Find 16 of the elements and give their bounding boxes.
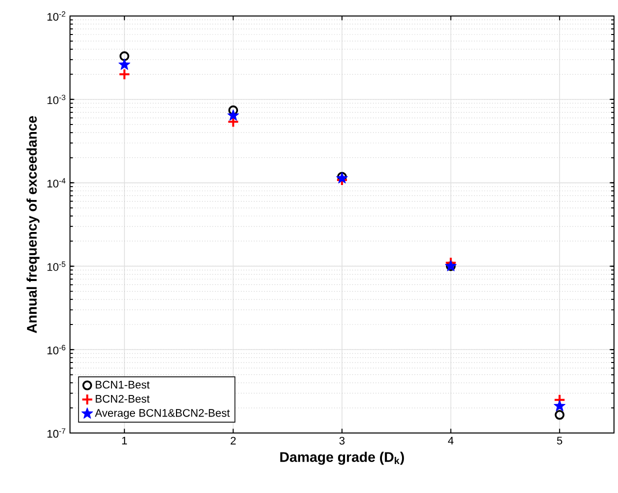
legend-label: BCN1-Best bbox=[96, 380, 150, 389]
x-tick-label: 5 bbox=[556, 436, 562, 444]
x-tick-label: 1 bbox=[122, 436, 127, 444]
legend-label: Average BCN1&BCN2-Best bbox=[94, 409, 230, 419]
y-tick-label: 10$^{-3}$ bbox=[48, 94, 66, 104]
y-tick-label: 10$^{-6}$ bbox=[48, 344, 66, 354]
x-tick-label: 3 bbox=[339, 436, 345, 445]
y-tick-label: 10$^{-5}$ bbox=[48, 262, 66, 271]
y-tick-label: 10$^{-4}$ bbox=[48, 178, 66, 188]
x-tick-label: 2 bbox=[230, 436, 236, 444]
x-tick-label: 4 bbox=[448, 436, 454, 444]
legend-label: BCN2-Best bbox=[96, 394, 150, 403]
y-tick-label: 10$^{-7}$ bbox=[48, 428, 66, 438]
y-tick-label: 10$^{-2}$ bbox=[48, 11, 66, 21]
x-axis-title: Damage grade (D$_{k}$) bbox=[280, 452, 404, 465]
y-axis-title: Annual frequency of exceedance bbox=[26, 116, 40, 334]
